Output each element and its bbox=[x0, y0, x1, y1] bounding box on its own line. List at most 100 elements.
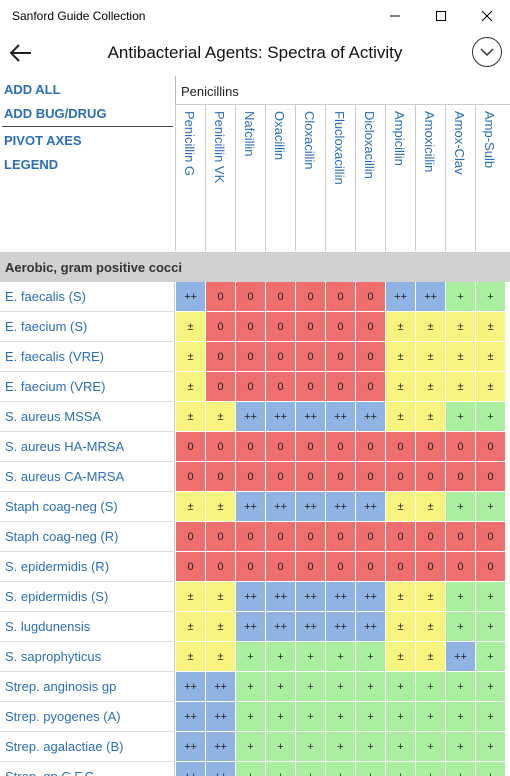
maximize-button[interactable] bbox=[418, 0, 464, 32]
activity-cell[interactable]: ++ bbox=[356, 612, 386, 642]
activity-cell[interactable]: + bbox=[476, 762, 506, 776]
minimize-button[interactable] bbox=[372, 0, 418, 32]
activity-cell[interactable]: + bbox=[326, 702, 356, 732]
activity-cell[interactable]: 0 bbox=[266, 432, 296, 462]
organism-link[interactable]: Strep. agalactiae (B) bbox=[0, 732, 175, 762]
activity-cell[interactable]: + bbox=[476, 612, 506, 642]
activity-cell[interactable]: ± bbox=[386, 312, 416, 342]
organism-link[interactable]: Strep. anginosis gp bbox=[0, 672, 175, 702]
activity-cell[interactable]: + bbox=[416, 762, 446, 776]
activity-cell[interactable]: ++ bbox=[356, 582, 386, 612]
activity-cell[interactable]: ++ bbox=[206, 732, 236, 762]
activity-cell[interactable]: 0 bbox=[206, 282, 236, 312]
activity-cell[interactable]: + bbox=[296, 702, 326, 732]
activity-cell[interactable]: + bbox=[236, 762, 266, 776]
legend-button[interactable]: LEGEND bbox=[4, 157, 59, 172]
activity-cell[interactable]: 0 bbox=[296, 552, 326, 582]
activity-cell[interactable]: ± bbox=[446, 342, 476, 372]
activity-cell[interactable]: 0 bbox=[206, 372, 236, 402]
activity-cell[interactable]: 0 bbox=[206, 462, 236, 492]
activity-cell[interactable]: + bbox=[236, 732, 266, 762]
activity-cell[interactable]: ± bbox=[416, 492, 446, 522]
activity-cell[interactable]: ++ bbox=[356, 492, 386, 522]
activity-cell[interactable]: ++ bbox=[266, 612, 296, 642]
activity-cell[interactable]: ± bbox=[476, 312, 506, 342]
activity-cell[interactable]: ++ bbox=[446, 642, 476, 672]
activity-cell[interactable]: ± bbox=[416, 372, 446, 402]
drug-column-header[interactable]: Penicillin G bbox=[175, 105, 206, 251]
activity-cell[interactable]: 0 bbox=[266, 372, 296, 402]
activity-cell[interactable]: 0 bbox=[236, 522, 266, 552]
activity-cell[interactable]: ± bbox=[386, 342, 416, 372]
activity-cell[interactable]: ± bbox=[386, 582, 416, 612]
activity-cell[interactable]: 0 bbox=[296, 462, 326, 492]
activity-cell[interactable]: ++ bbox=[326, 492, 356, 522]
drug-column-header[interactable]: Amoxicillin bbox=[415, 105, 446, 251]
activity-cell[interactable]: ± bbox=[416, 402, 446, 432]
add-all-button[interactable]: ADD ALL bbox=[4, 82, 61, 97]
activity-cell[interactable]: 0 bbox=[206, 312, 236, 342]
activity-cell[interactable]: ± bbox=[176, 582, 206, 612]
activity-cell[interactable]: ± bbox=[206, 402, 236, 432]
activity-cell[interactable]: + bbox=[446, 582, 476, 612]
activity-cell[interactable]: 0 bbox=[326, 312, 356, 342]
activity-cell[interactable]: ++ bbox=[386, 282, 416, 312]
activity-cell[interactable]: ++ bbox=[326, 612, 356, 642]
activity-cell[interactable]: + bbox=[326, 672, 356, 702]
activity-cell[interactable]: ± bbox=[176, 492, 206, 522]
activity-cell[interactable]: + bbox=[296, 642, 326, 672]
activity-cell[interactable]: 0 bbox=[356, 552, 386, 582]
activity-cell[interactable]: + bbox=[476, 732, 506, 762]
activity-cell[interactable]: ++ bbox=[326, 582, 356, 612]
activity-cell[interactable]: 0 bbox=[446, 432, 476, 462]
activity-cell[interactable]: + bbox=[356, 642, 386, 672]
activity-cell[interactable]: + bbox=[416, 702, 446, 732]
activity-cell[interactable]: ± bbox=[176, 612, 206, 642]
activity-cell[interactable]: 0 bbox=[266, 522, 296, 552]
activity-cell[interactable]: 0 bbox=[416, 432, 446, 462]
activity-cell[interactable]: 0 bbox=[176, 522, 206, 552]
activity-cell[interactable]: 0 bbox=[266, 462, 296, 492]
activity-cell[interactable]: 0 bbox=[476, 522, 506, 552]
drug-column-header[interactable]: Cloxacillin bbox=[295, 105, 326, 251]
pivot-axes-button[interactable]: PIVOT AXES bbox=[4, 133, 82, 148]
activity-cell[interactable]: 0 bbox=[326, 372, 356, 402]
activity-cell[interactable]: + bbox=[386, 702, 416, 732]
activity-cell[interactable]: ± bbox=[176, 642, 206, 672]
activity-cell[interactable]: ++ bbox=[236, 582, 266, 612]
drug-column-header[interactable]: Ampicillin bbox=[385, 105, 416, 251]
activity-cell[interactable]: 0 bbox=[206, 552, 236, 582]
activity-cell[interactable]: 0 bbox=[236, 372, 266, 402]
drug-column-header[interactable]: Penicillin VK bbox=[205, 105, 236, 251]
organism-link[interactable]: S. lugdunensis bbox=[0, 612, 175, 642]
activity-cell[interactable]: 0 bbox=[176, 462, 206, 492]
activity-cell[interactable]: 0 bbox=[386, 522, 416, 552]
activity-cell[interactable]: ++ bbox=[236, 402, 266, 432]
organism-link[interactable]: E. faecium (S) bbox=[0, 312, 175, 342]
activity-cell[interactable]: ± bbox=[206, 642, 236, 672]
activity-cell[interactable]: 0 bbox=[236, 312, 266, 342]
activity-cell[interactable]: + bbox=[266, 642, 296, 672]
activity-cell[interactable]: + bbox=[236, 672, 266, 702]
organism-link[interactable]: S. saprophyticus bbox=[0, 642, 175, 672]
activity-cell[interactable]: 0 bbox=[296, 432, 326, 462]
activity-cell[interactable]: ++ bbox=[236, 612, 266, 642]
more-options-button[interactable] bbox=[472, 37, 502, 67]
organism-link[interactable]: S. aureus MSSA bbox=[0, 402, 175, 432]
activity-cell[interactable]: 0 bbox=[176, 432, 206, 462]
activity-cell[interactable]: 0 bbox=[296, 342, 326, 372]
activity-cell[interactable]: 0 bbox=[296, 282, 326, 312]
activity-cell[interactable]: 0 bbox=[206, 432, 236, 462]
activity-cell[interactable]: ± bbox=[176, 312, 206, 342]
activity-cell[interactable]: 0 bbox=[356, 522, 386, 552]
organism-link[interactable]: S. aureus HA-MRSA bbox=[0, 432, 175, 462]
back-button[interactable] bbox=[6, 38, 36, 68]
organism-link[interactable]: Strep. pyogenes (A) bbox=[0, 702, 175, 732]
activity-cell[interactable]: + bbox=[386, 762, 416, 776]
activity-cell[interactable]: 0 bbox=[296, 372, 326, 402]
activity-cell[interactable]: + bbox=[446, 702, 476, 732]
activity-cell[interactable]: ± bbox=[446, 372, 476, 402]
activity-cell[interactable]: ++ bbox=[206, 672, 236, 702]
activity-cell[interactable]: 0 bbox=[266, 312, 296, 342]
activity-cell[interactable]: ± bbox=[386, 492, 416, 522]
